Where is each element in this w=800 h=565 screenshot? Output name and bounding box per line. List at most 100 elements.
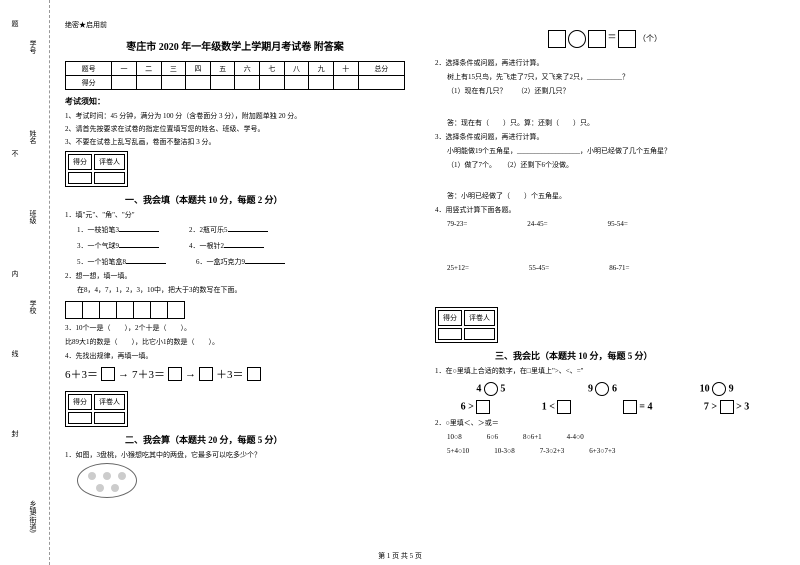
question: 1．如图，3盘桃，小猴想吃其中的两盘，它最多可以吃多少个？ [65,450,405,462]
comp-item: 10-3○8 [494,446,515,458]
side-text: 不 [10,150,20,157]
page-footer: 第 1 页 共 5 页 [0,551,800,561]
th: 一 [112,62,137,76]
q-text: 6．一盒巧克力9 [196,258,245,266]
instruction: 3、不要在试卷上乱写乱画，卷面不整洁扣 3 分。 [65,137,405,148]
equation-row: 6＋3＝ → 7＋3＝ → ＋3＝ [65,366,405,382]
sb-marker: 评卷人 [94,154,125,170]
th: 八 [284,62,309,76]
calc-item: 24-45= [527,219,547,231]
num: 1 < [542,401,555,412]
num: 6 [612,383,617,394]
question: 3．10个一是（ ），2个十是（ ）。 [65,323,405,335]
question: 3．选择条件或问题，再进行计算。 [435,132,775,144]
comp-item: 6○6 [487,432,498,444]
calc-item: 25+12= [447,263,469,275]
comp-item: 4-4○0 [567,432,584,444]
num: 10 [700,383,710,394]
arrow-icon: → [118,368,129,380]
score-marker-box: 得分评卷人 [435,307,498,343]
exam-page: 学号 姓名 班级 学校 乡镇(街道) 题 不 内 线 封 绝密★启用前 枣庄市 … [0,0,800,565]
answer-line: 答：小明已经做了（ ）个五角星。 [447,191,775,203]
eq-text: 7＋3＝ [132,366,165,382]
section-1-title: 一、我会填（本题共 10 分，每题 2 分） [125,193,405,206]
th: 总分 [358,62,404,76]
content-area: 绝密★启用前 枣庄市 2020 年一年级数学上学期月考试卷 附答案 题号 一 二… [50,0,800,565]
instruction: 1、考试时间：45 分钟，满分为 100 分（含卷面分 3 分），附加题单独 2… [65,111,405,122]
th: 三 [161,62,186,76]
score-table: 题号 一 二 三 四 五 六 七 八 九 十 总分 得分 [65,61,405,90]
calc-item: 55-45= [529,263,549,275]
th: 二 [136,62,161,76]
comp-item: 5+4○10 [447,446,469,458]
question-sub: （1）现在有几只？ （2）还剩几只？ [447,86,775,98]
calc-row: 25+12= 55-45= 86-71= [447,263,775,275]
compare-row: 5+4○10 10-3○8 7-3○2+3 6+3○7+3 [447,446,775,458]
sb-marker: 评卷人 [464,310,495,326]
comp-item: 10○8 [447,432,462,444]
th: 六 [235,62,260,76]
question: 2．选择条件或问题，再进行计算。 [435,58,775,70]
q-text: 4．一根针2 [189,242,224,250]
side-text: 封 [10,430,20,437]
binding-label-town: 乡镇(街道) [28,500,38,533]
sb-score: 得分 [68,154,92,170]
compare-row: 6 > 1 < = 4 7 > > 3 [435,400,775,414]
peach-figure [77,463,405,500]
comp-item: 8○6+1 [523,432,542,444]
num: 9 [729,383,734,394]
right-column: = （个） 2．选择条件或问题，再进行计算。 树上有15只鸟，先飞走了7只，又飞… [420,0,790,565]
section-2-title: 二、我会算（本题共 20 分，每题 5 分） [125,433,405,446]
eq-text: ＋3＝ [216,366,244,382]
side-text: 内 [10,270,20,277]
answer-boxes [65,301,405,319]
side-text: 题 [10,20,20,27]
num: 6 > [461,401,474,412]
arrow-icon: → [185,368,196,380]
binding-label-name: 姓名 [28,130,38,144]
question-sub: 3．一个气球9 4．一根针2 [77,239,405,253]
score-marker-box: 得分评卷人 [65,151,128,187]
answer-line: 答：现在有（ ）只。算：还剩（ ）只。 [447,118,775,130]
sb-score: 得分 [68,394,92,410]
th: 四 [186,62,211,76]
question-sub: 5．一个铅笔盒8 6．一盒巧克力9 [77,255,405,269]
table-row: 题号 一 二 三 四 五 六 七 八 九 十 总分 [66,62,405,76]
question-sub: （1）做了7个。 （2）还剩下6个没做。 [447,160,775,172]
left-column: 绝密★启用前 枣庄市 2020 年一年级数学上学期月考试卷 附答案 题号 一 二… [50,0,420,565]
question: 1．填"元"、"角"、"分" [65,210,405,222]
question: 4．用竖式计算下面各题。 [435,205,775,217]
num: 9 [588,383,593,394]
table-row: 得分 [66,76,405,90]
question: 2．○里填＜、＞或＝ [435,418,775,430]
num: 7 > [704,401,717,412]
num: > 3 [736,401,749,412]
q-text: 1．一枝铅笔3 [77,226,119,234]
question-sub: 1．一枝铅笔3 2．2瓶可乐5 [77,223,405,237]
compare-row: 4 5 9 6 10 9 [435,382,775,396]
th: 五 [210,62,235,76]
td: 得分 [66,76,112,90]
question: 2．想一想，填一填。 [65,271,405,283]
instruction: 2、请首先按要求在试卷的指定位置填写您的姓名、班级、学号。 [65,124,405,135]
sb-score: 得分 [438,310,462,326]
num: 4 [476,383,481,394]
question: 4．先找出规律，再填一填。 [65,351,405,363]
binding-margin: 学号 姓名 班级 学校 乡镇(街道) 题 不 内 线 封 [0,0,50,565]
sb-marker: 评卷人 [94,394,125,410]
side-text: 线 [10,350,20,357]
instructions-title: 考试须知： [65,96,405,107]
compare-row: 10○8 6○6 8○6+1 4-4○0 [447,432,775,444]
num: = 4 [639,401,652,412]
binding-label-id: 学号 [28,40,38,54]
question: 比89大1的数是（ ），比它小1的数是（ ）。 [65,337,405,349]
calc-row: 79-23= 24-45= 95-54= [447,219,775,231]
th: 九 [309,62,334,76]
eq-text: 6＋3＝ [65,366,98,382]
comp-item: 6+3○7+3 [589,446,615,458]
q-text: 5．一个铅笔盒8 [77,258,126,266]
section-3-title: 三、我会比（本题共 10 分，每题 5 分） [495,349,775,362]
question-sub: 在8，4，7，1，2，3，10中，把大于3的数写在下面。 [77,285,405,297]
binding-label-school: 学校 [28,300,38,314]
exam-title: 枣庄市 2020 年一年级数学上学期月考试卷 附答案 [65,38,405,53]
